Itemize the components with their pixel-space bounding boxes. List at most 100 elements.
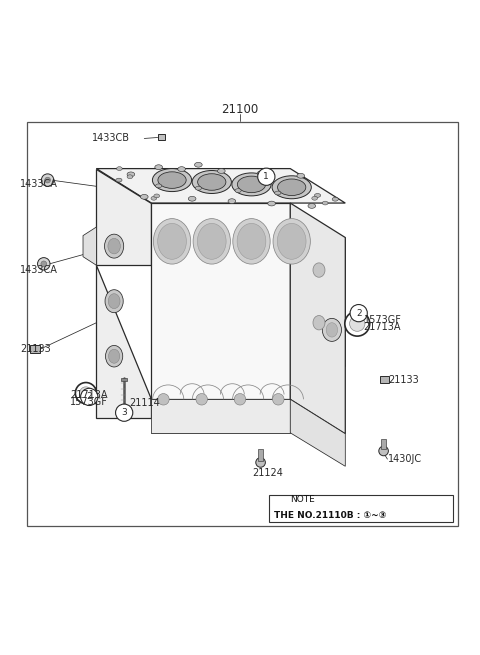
Ellipse shape xyxy=(195,186,202,190)
Ellipse shape xyxy=(257,171,265,176)
Ellipse shape xyxy=(127,175,133,179)
Polygon shape xyxy=(96,168,152,265)
Polygon shape xyxy=(96,168,345,203)
Ellipse shape xyxy=(332,197,338,201)
Ellipse shape xyxy=(155,165,162,170)
Text: 1433CB: 1433CB xyxy=(92,134,130,143)
Ellipse shape xyxy=(193,219,230,264)
Text: 2: 2 xyxy=(356,309,361,318)
Text: 3: 3 xyxy=(121,408,127,417)
Ellipse shape xyxy=(273,219,311,264)
Bar xyxy=(381,440,386,449)
Ellipse shape xyxy=(312,196,318,200)
Bar xyxy=(27,122,458,526)
Text: 21713A: 21713A xyxy=(70,390,108,400)
Ellipse shape xyxy=(192,170,231,193)
Ellipse shape xyxy=(297,174,305,178)
Ellipse shape xyxy=(154,194,159,198)
Polygon shape xyxy=(290,400,345,466)
Circle shape xyxy=(41,261,47,267)
Ellipse shape xyxy=(237,176,265,193)
Ellipse shape xyxy=(323,201,328,205)
Ellipse shape xyxy=(268,201,276,206)
Text: THE NO.21110B : ①~③: THE NO.21110B : ①~③ xyxy=(274,511,386,519)
Ellipse shape xyxy=(105,290,123,312)
Circle shape xyxy=(37,257,50,270)
Ellipse shape xyxy=(272,176,312,198)
Bar xyxy=(121,378,127,381)
Circle shape xyxy=(41,174,54,186)
Circle shape xyxy=(379,446,388,456)
Text: 21713A: 21713A xyxy=(363,322,401,333)
Circle shape xyxy=(273,394,284,405)
Text: 1433CA: 1433CA xyxy=(20,179,58,189)
Ellipse shape xyxy=(232,173,271,196)
Ellipse shape xyxy=(108,293,120,309)
Ellipse shape xyxy=(153,168,192,191)
Circle shape xyxy=(349,316,365,331)
Bar xyxy=(157,134,165,140)
Polygon shape xyxy=(152,203,290,400)
Ellipse shape xyxy=(308,204,316,208)
Text: 1573GF: 1573GF xyxy=(363,315,401,326)
Text: 21100: 21100 xyxy=(221,103,259,116)
Text: 1: 1 xyxy=(264,172,269,181)
Ellipse shape xyxy=(141,195,148,199)
Ellipse shape xyxy=(197,223,226,259)
Circle shape xyxy=(157,394,169,405)
Circle shape xyxy=(350,305,367,322)
Ellipse shape xyxy=(117,166,122,170)
Ellipse shape xyxy=(178,166,185,172)
Ellipse shape xyxy=(127,172,135,177)
Ellipse shape xyxy=(237,223,266,259)
Text: 21133: 21133 xyxy=(20,344,50,354)
Circle shape xyxy=(345,311,370,336)
Circle shape xyxy=(75,383,96,403)
Ellipse shape xyxy=(158,172,186,189)
Text: 1573GF: 1573GF xyxy=(70,397,108,407)
Ellipse shape xyxy=(151,196,157,200)
Bar xyxy=(380,377,389,383)
Ellipse shape xyxy=(105,234,124,258)
Bar xyxy=(258,449,263,460)
Ellipse shape xyxy=(198,174,226,190)
Circle shape xyxy=(196,394,207,405)
Text: 21114: 21114 xyxy=(129,398,160,408)
Ellipse shape xyxy=(228,198,236,204)
Ellipse shape xyxy=(313,316,325,330)
Text: 21124: 21124 xyxy=(252,468,283,477)
Circle shape xyxy=(80,387,92,400)
Ellipse shape xyxy=(277,179,306,196)
Circle shape xyxy=(45,178,50,183)
Circle shape xyxy=(258,168,275,185)
Circle shape xyxy=(234,394,246,405)
Ellipse shape xyxy=(188,196,196,201)
Text: 1430JC: 1430JC xyxy=(388,454,422,464)
Polygon shape xyxy=(96,265,152,419)
Ellipse shape xyxy=(233,219,270,264)
Ellipse shape xyxy=(157,223,186,259)
Circle shape xyxy=(256,458,265,467)
Ellipse shape xyxy=(108,238,120,254)
Ellipse shape xyxy=(314,193,321,197)
Text: 1433CA: 1433CA xyxy=(20,265,58,275)
Text: NOTE: NOTE xyxy=(290,495,315,504)
Ellipse shape xyxy=(217,168,225,174)
Circle shape xyxy=(116,404,133,421)
Ellipse shape xyxy=(313,263,325,277)
Ellipse shape xyxy=(108,349,120,364)
Text: 21133: 21133 xyxy=(388,375,419,385)
Ellipse shape xyxy=(106,345,123,367)
Polygon shape xyxy=(152,400,290,433)
Ellipse shape xyxy=(323,318,341,341)
Polygon shape xyxy=(290,203,345,434)
Polygon shape xyxy=(83,227,96,265)
Bar xyxy=(30,345,40,353)
Circle shape xyxy=(81,388,98,405)
Ellipse shape xyxy=(275,191,281,195)
Ellipse shape xyxy=(116,178,122,182)
Ellipse shape xyxy=(326,323,337,337)
Ellipse shape xyxy=(235,189,241,193)
Ellipse shape xyxy=(154,219,191,264)
Bar xyxy=(269,495,453,522)
